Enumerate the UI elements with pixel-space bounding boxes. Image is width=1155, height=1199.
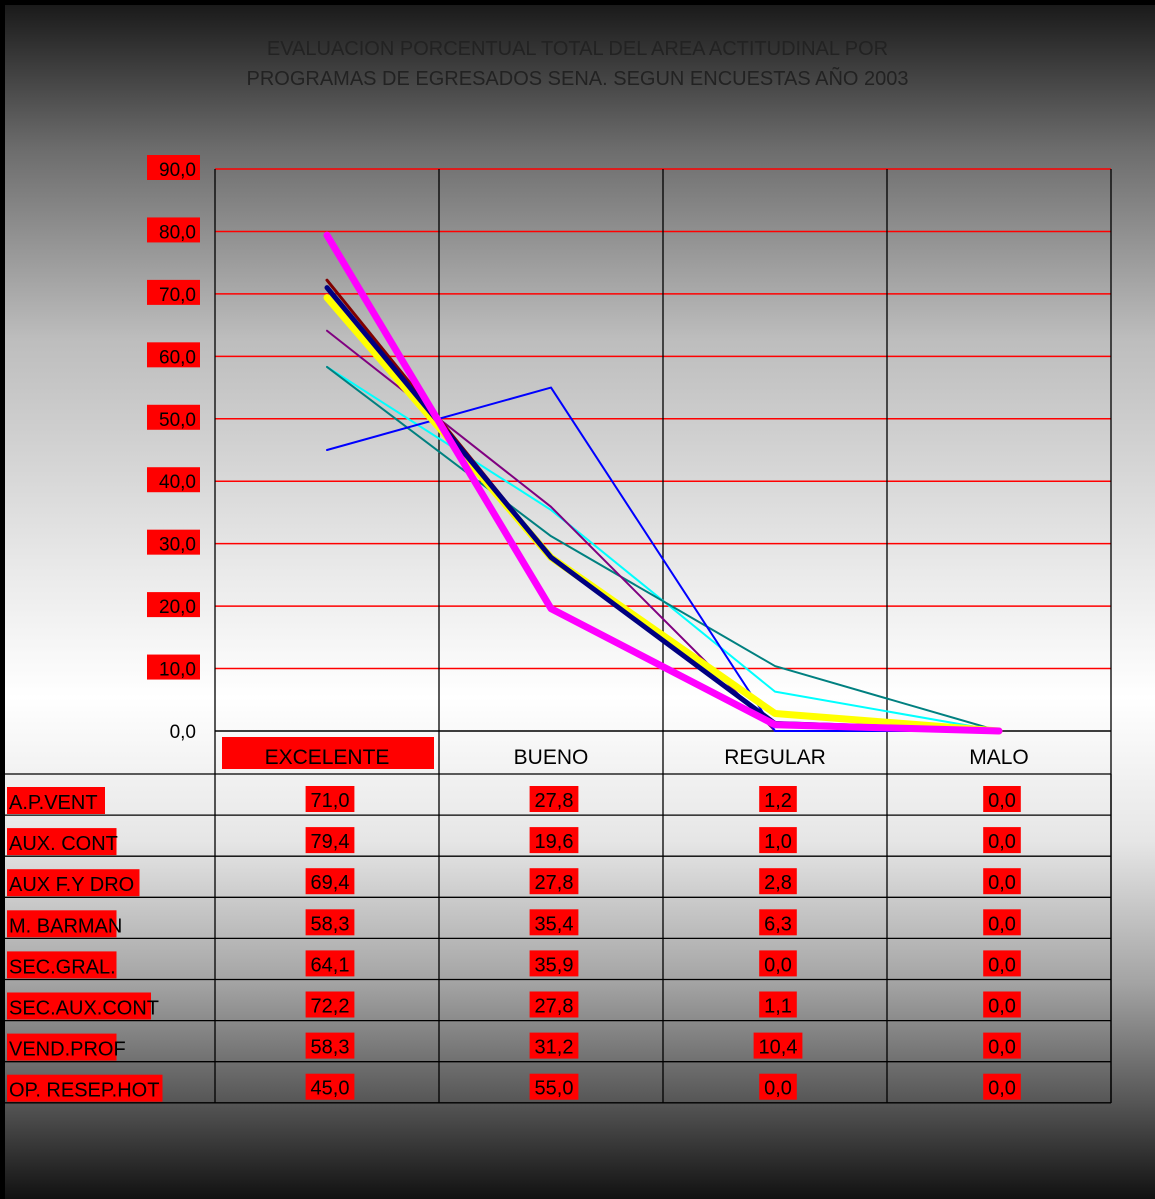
table-cell: 71,0 bbox=[311, 790, 350, 812]
table-cell: 35,4 bbox=[535, 913, 574, 935]
ytick-label-6: 60,0 bbox=[159, 347, 196, 368]
ytick-label-3: 30,0 bbox=[159, 535, 196, 556]
data-table: A.P.VENT 71,0 27,8 1,2 0,0 AUX. CONT 79,4 19,6 1… bbox=[4, 774, 1111, 1103]
category-label-malo: MALO bbox=[969, 746, 1029, 769]
table-cell: 27,8 bbox=[535, 996, 574, 1018]
table-cell: 72,2 bbox=[311, 996, 350, 1018]
table-cell: 35,9 bbox=[535, 954, 574, 976]
table-cell: 58,3 bbox=[311, 913, 350, 935]
category-labels: EXCELENTE BUENO REGULAR MALO bbox=[222, 737, 1029, 769]
table-cell: 1,2 bbox=[764, 790, 792, 812]
table-cell: 64,1 bbox=[311, 954, 350, 976]
table-cell: 45,0 bbox=[311, 1078, 350, 1100]
ytick-label-4: 40,0 bbox=[159, 472, 196, 493]
table-cell: 0,0 bbox=[988, 1037, 1016, 1059]
table-cell: 0,0 bbox=[988, 1078, 1016, 1100]
row-label-m-barman: M. BARMAN bbox=[9, 915, 122, 937]
table-cell: 1,0 bbox=[764, 831, 792, 853]
row-label-op-resep-hot: OP. RESEP.HOT bbox=[9, 1080, 159, 1102]
ytick-label-7: 70,0 bbox=[159, 285, 196, 306]
row-label-vend-prof: VEND.PROF bbox=[9, 1039, 126, 1061]
row-label-aux-cont: AUX. CONT bbox=[9, 833, 118, 855]
table-cell: 55,0 bbox=[535, 1078, 574, 1100]
table-cell: 6,3 bbox=[764, 913, 792, 935]
y-axis: 0,0 10,0 20,0 30,0 40,0 50,0 60,0 70,0 80,0 90,0 bbox=[147, 155, 200, 743]
table-cell: 0,0 bbox=[764, 954, 792, 976]
ytick-label-8: 80,0 bbox=[159, 222, 196, 243]
ytick-label-5: 50,0 bbox=[159, 410, 196, 431]
ytick-label-0: 0,0 bbox=[170, 722, 196, 743]
table-cell: 27,8 bbox=[535, 872, 574, 894]
row-label-aux-f-y-dro: AUX F.Y DRO bbox=[9, 874, 134, 896]
table-cell: 0,0 bbox=[764, 1078, 792, 1100]
row-label-sec-aux-cont: SEC.AUX.CONT bbox=[9, 998, 159, 1020]
table-cell: 0,0 bbox=[988, 872, 1016, 894]
table-cell: 0,0 bbox=[988, 996, 1016, 1018]
table-cell: 10,4 bbox=[759, 1037, 798, 1059]
table-cell: 69,4 bbox=[311, 872, 350, 894]
table-cell: 58,3 bbox=[311, 1037, 350, 1059]
table-cell: 0,0 bbox=[988, 913, 1016, 935]
category-label-bueno: BUENO bbox=[514, 746, 589, 769]
table-cell: 0,0 bbox=[988, 790, 1016, 812]
row-label-a-p-vent: A.P.VENT bbox=[9, 792, 98, 814]
table-cell: 19,6 bbox=[535, 831, 574, 853]
table-cell: 27,8 bbox=[535, 790, 574, 812]
table-cell: 0,0 bbox=[988, 954, 1016, 976]
table-cell: 2,8 bbox=[764, 872, 792, 894]
ytick-label-1: 10,0 bbox=[159, 660, 196, 681]
ytick-label-9: 90,0 bbox=[159, 160, 196, 181]
table-cell: 0,0 bbox=[988, 831, 1016, 853]
table-cell: 1,1 bbox=[764, 996, 792, 1018]
category-label-regular: REGULAR bbox=[724, 746, 826, 769]
category-label-excelente: EXCELENTE bbox=[265, 746, 390, 769]
table-cell: 79,4 bbox=[311, 831, 350, 853]
ytick-label-2: 20,0 bbox=[159, 597, 196, 618]
table-cell: 31,2 bbox=[535, 1037, 574, 1059]
row-label-sec-gral-: SEC.GRAL. bbox=[9, 956, 116, 978]
